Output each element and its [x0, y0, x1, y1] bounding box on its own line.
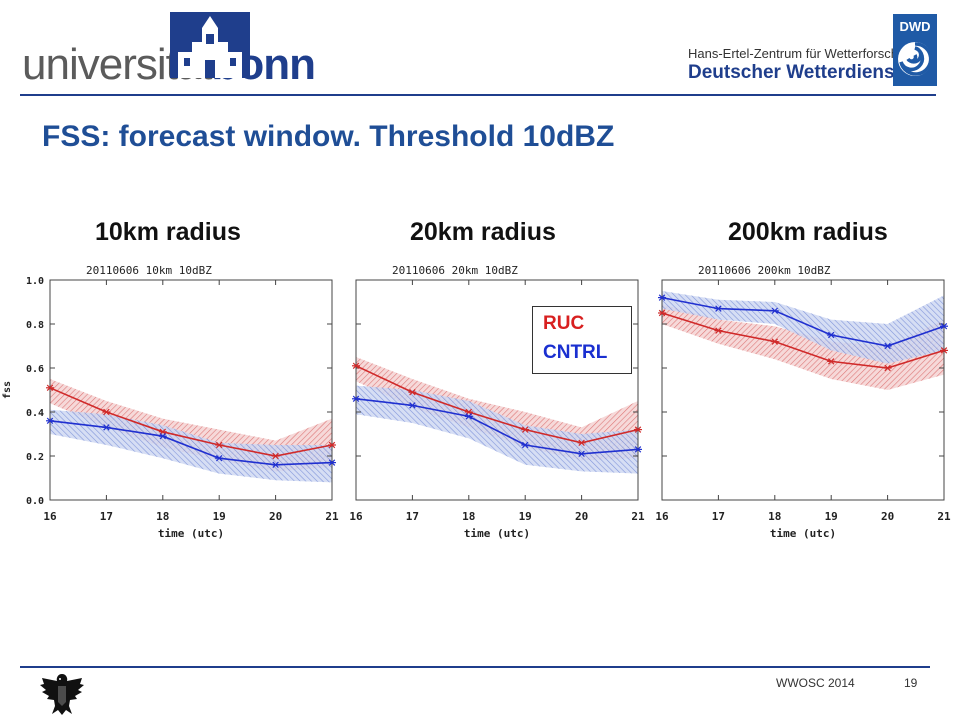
chart-panel-2: 20110606 20km 10dBZ 16 17 18 19 20 21 time (utc…	[349, 264, 645, 540]
x-axis-label: time (utc)	[464, 527, 530, 540]
x-tick-label: 18	[768, 510, 781, 523]
cntrl-point	[46, 417, 54, 425]
ruc-point	[521, 426, 530, 433]
y-tick-label: 0.8	[26, 320, 44, 331]
y-tick-label: 0.4	[26, 408, 44, 419]
ruc-point	[634, 426, 642, 433]
x-tick-label: 16	[655, 510, 669, 523]
x-tick-label: 17	[406, 510, 419, 523]
fss-charts: 20110606 10km 10dBZ 16 17 18 19 20 21 time (utc…	[2, 264, 951, 540]
cntrl-uncertainty-band	[50, 409, 332, 483]
cntrl-point	[714, 305, 723, 312]
cntrl-point	[658, 294, 666, 301]
chart-title: 20110606 20km 10dBZ	[392, 264, 518, 277]
ruc-point	[940, 347, 948, 354]
dwd-subtitle: Hans-Ertel-Zentrum für Wetterforschung	[688, 46, 920, 61]
y-axis-label: fss	[2, 381, 13, 399]
x-tick-label: 19	[825, 510, 838, 523]
federal-eagle-icon	[40, 674, 84, 715]
chart-title: 20110606 200km 10dBZ	[698, 264, 831, 277]
cntrl-point	[328, 459, 336, 466]
panel-heading-200km: 200km radius	[728, 218, 888, 246]
cntrl-point	[577, 450, 586, 458]
cntrl-point	[634, 446, 642, 453]
x-tick-label: 18	[156, 510, 169, 523]
x-tick-label: 19	[519, 510, 532, 523]
ruc-uncertainty-band	[662, 304, 944, 390]
cntrl-point	[464, 413, 473, 420]
x-tick-label: 21	[937, 510, 951, 523]
legend-ruc: RUC	[543, 313, 585, 334]
university-logo-text: universitätbonn	[22, 40, 316, 90]
x-tick-label: 18	[462, 510, 475, 523]
y-tick-label: 0.6	[26, 364, 44, 375]
cntrl-point	[102, 424, 111, 431]
cntrl-line	[661, 296, 945, 347]
ruc-point	[46, 384, 54, 392]
x-axis-label: time (utc)	[770, 527, 836, 540]
ruc-point	[352, 362, 360, 370]
x-tick-label: 20	[881, 510, 894, 523]
x-tick-label: 21	[325, 510, 339, 523]
cntrl-line	[355, 398, 639, 455]
ruc-point	[408, 388, 417, 396]
legend-box	[532, 306, 632, 374]
ruc-point	[883, 364, 892, 372]
x-tick-label: 16	[349, 510, 363, 523]
cntrl-point	[827, 331, 836, 339]
x-tick-label: 17	[712, 510, 725, 523]
panel-heading-10km: 10km radius	[95, 218, 241, 246]
y-tick-label: 0.2	[26, 452, 44, 463]
ruc-point	[271, 452, 280, 460]
cntrl-point	[215, 454, 224, 462]
ruc-point	[714, 327, 723, 334]
panel-heading-20km: 20km radius	[410, 218, 556, 246]
cntrl-point	[940, 322, 948, 330]
footer-divider	[20, 666, 930, 668]
ruc-point	[658, 309, 666, 317]
footer-conference: WWOSC 2014	[776, 676, 855, 690]
x-tick-label: 20	[269, 510, 282, 523]
x-tick-label: 21	[631, 510, 645, 523]
ruc-line	[49, 387, 333, 457]
dwd-logo-icon: DWD	[893, 14, 937, 86]
ruc-point	[328, 441, 336, 449]
cntrl-point	[408, 402, 417, 409]
footer-page-number: 19	[904, 676, 918, 690]
header-divider	[20, 94, 936, 96]
cntrl-point	[271, 461, 280, 469]
x-tick-label: 16	[43, 510, 57, 523]
dwd-name: Deutscher Wetterdienst	[688, 62, 901, 83]
dwd-badge-text: DWD	[899, 19, 930, 34]
chart-panel-1: 20110606 10km 10dBZ 16 17 18 19 20 21 time (utc…	[2, 264, 339, 540]
ruc-line	[355, 365, 639, 444]
plot-frame	[661, 279, 945, 501]
cntrl-point	[158, 432, 167, 440]
plot-frame	[355, 279, 639, 501]
y-tick-label: 0.0	[26, 496, 44, 507]
ruc-point	[215, 441, 224, 449]
slide-title: FSS: forecast window. Threshold 10dBZ	[42, 120, 615, 153]
ruc-point	[770, 338, 779, 345]
ruc-line	[661, 312, 945, 369]
cntrl-point	[770, 307, 779, 315]
cntrl-line	[49, 420, 333, 466]
x-tick-label: 17	[100, 510, 113, 523]
plot-frame	[49, 279, 333, 501]
university-building-icon	[170, 12, 250, 78]
x-tick-label: 20	[575, 510, 588, 523]
y-tick-label: 1.0	[26, 276, 44, 287]
legend-cntrl: CNTRL	[543, 342, 608, 363]
x-axis-label: time (utc)	[158, 527, 224, 540]
ruc-point	[827, 358, 836, 365]
cntrl-point	[352, 395, 360, 403]
x-tick-label: 19	[213, 510, 226, 523]
ruc-point	[102, 408, 111, 416]
cntrl-point	[883, 342, 892, 350]
ruc-point	[577, 439, 586, 447]
cntrl-point	[521, 441, 530, 449]
chart-panel-3: 20110606 200km 10dBZ 16 17 18 19 20 21 time (ut…	[655, 264, 951, 540]
chart-title: 20110606 10km 10dBZ	[86, 264, 212, 277]
